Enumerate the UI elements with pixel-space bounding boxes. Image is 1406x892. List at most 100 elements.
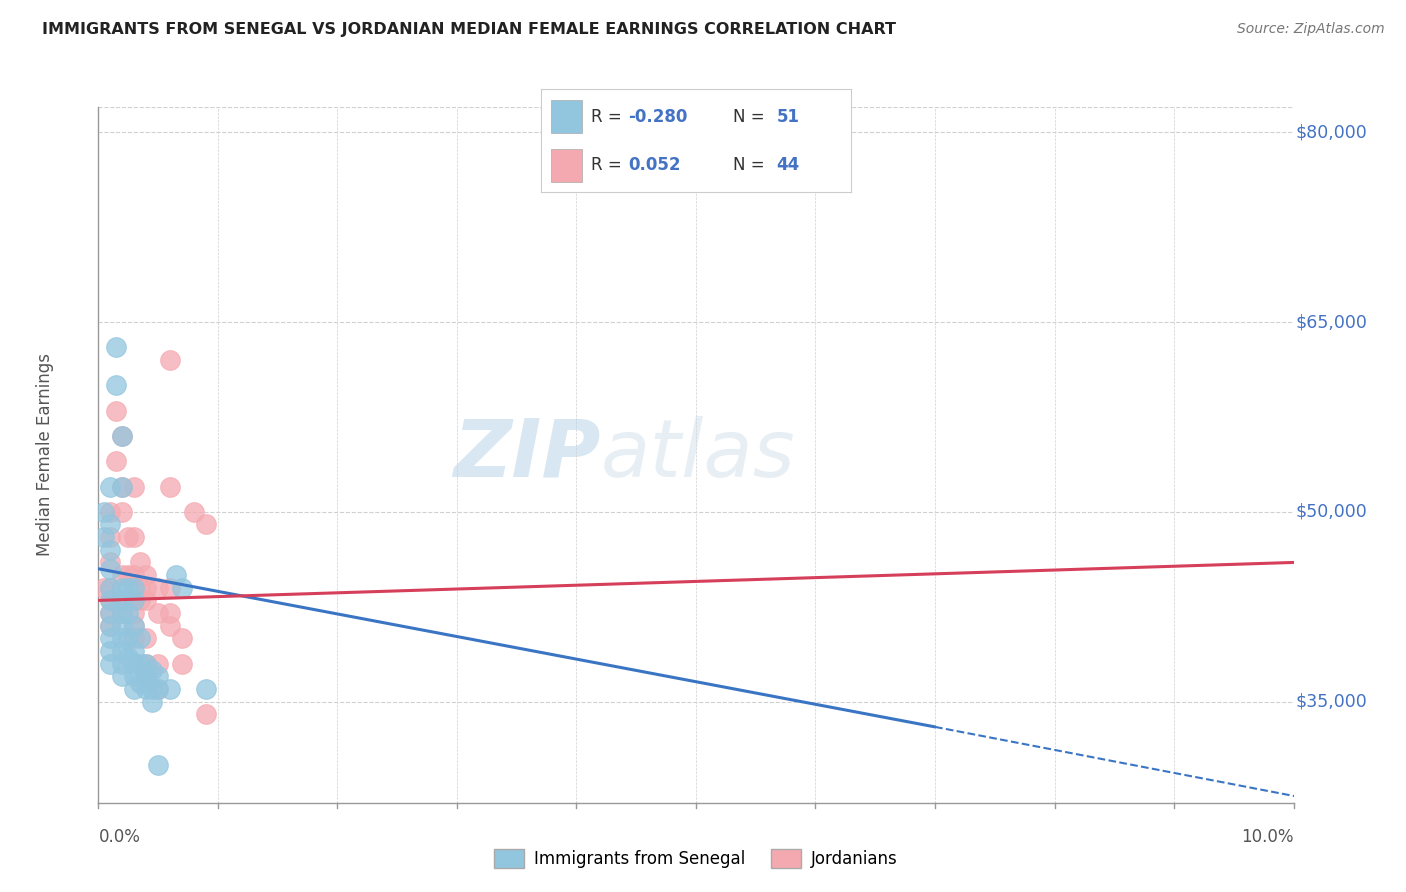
Point bbox=[111, 568, 134, 582]
Point bbox=[98, 618, 122, 632]
Point bbox=[194, 681, 218, 696]
Point bbox=[135, 581, 157, 595]
Point bbox=[98, 505, 122, 519]
Text: 0.0%: 0.0% bbox=[98, 828, 141, 847]
Point bbox=[117, 632, 139, 646]
Point bbox=[172, 657, 194, 671]
Point bbox=[93, 581, 115, 595]
Point bbox=[93, 530, 115, 544]
Point bbox=[117, 650, 139, 665]
Point bbox=[111, 479, 134, 493]
Text: $65,000: $65,000 bbox=[1296, 313, 1368, 331]
Text: Source: ZipAtlas.com: Source: ZipAtlas.com bbox=[1237, 22, 1385, 37]
Point bbox=[111, 593, 134, 607]
Point bbox=[135, 632, 157, 646]
Point bbox=[124, 581, 146, 595]
Point bbox=[105, 378, 128, 392]
Point bbox=[111, 505, 134, 519]
Point bbox=[105, 403, 128, 417]
Point bbox=[124, 568, 146, 582]
Point bbox=[183, 505, 205, 519]
Point bbox=[111, 657, 134, 671]
Text: N =: N = bbox=[733, 108, 770, 126]
Point bbox=[98, 517, 122, 532]
Point bbox=[159, 581, 181, 595]
Text: 44: 44 bbox=[776, 156, 800, 174]
Text: IMMIGRANTS FROM SENEGAL VS JORDANIAN MEDIAN FEMALE EARNINGS CORRELATION CHART: IMMIGRANTS FROM SENEGAL VS JORDANIAN MED… bbox=[42, 22, 896, 37]
Text: R =: R = bbox=[591, 108, 627, 126]
Point bbox=[135, 669, 157, 683]
Point bbox=[129, 593, 152, 607]
Text: R =: R = bbox=[591, 156, 633, 174]
Point bbox=[124, 606, 146, 620]
Point bbox=[111, 644, 134, 658]
Point bbox=[98, 618, 122, 632]
Point bbox=[117, 581, 139, 595]
Point bbox=[111, 593, 134, 607]
Point bbox=[129, 556, 152, 570]
Point bbox=[124, 632, 146, 646]
Point bbox=[124, 681, 146, 696]
Text: 10.0%: 10.0% bbox=[1241, 828, 1294, 847]
Point bbox=[124, 657, 146, 671]
Point bbox=[98, 657, 122, 671]
Point bbox=[117, 530, 139, 544]
Point bbox=[98, 606, 122, 620]
Text: $80,000: $80,000 bbox=[1296, 123, 1368, 141]
Point bbox=[105, 454, 128, 468]
Point bbox=[98, 581, 122, 595]
Point bbox=[111, 429, 134, 443]
Point bbox=[98, 593, 122, 607]
Point bbox=[117, 606, 139, 620]
Point bbox=[98, 644, 122, 658]
Point bbox=[135, 657, 157, 671]
Point bbox=[111, 632, 134, 646]
Point bbox=[124, 593, 146, 607]
Point bbox=[135, 681, 157, 696]
Point bbox=[165, 568, 187, 582]
Point bbox=[98, 479, 122, 493]
Text: 0.052: 0.052 bbox=[628, 156, 681, 174]
Point bbox=[129, 632, 152, 646]
Point bbox=[111, 606, 134, 620]
Point bbox=[129, 675, 152, 690]
Point bbox=[141, 681, 163, 696]
Point bbox=[124, 644, 146, 658]
Point bbox=[98, 593, 122, 607]
Point bbox=[93, 505, 115, 519]
Point bbox=[135, 657, 157, 671]
Bar bbox=[551, 101, 582, 133]
Text: $50,000: $50,000 bbox=[1296, 503, 1368, 521]
Point bbox=[194, 707, 218, 722]
Point bbox=[159, 681, 181, 696]
Point bbox=[135, 593, 157, 607]
Point bbox=[98, 581, 122, 595]
Point bbox=[148, 757, 170, 772]
Point bbox=[159, 353, 181, 368]
Point bbox=[105, 340, 128, 354]
Point bbox=[148, 581, 170, 595]
Point bbox=[148, 681, 170, 696]
Text: $35,000: $35,000 bbox=[1296, 692, 1368, 711]
Point bbox=[117, 568, 139, 582]
Point bbox=[98, 542, 122, 557]
Point bbox=[159, 479, 181, 493]
Point bbox=[111, 618, 134, 632]
Point bbox=[159, 606, 181, 620]
Legend: Immigrants from Senegal, Jordanians: Immigrants from Senegal, Jordanians bbox=[488, 842, 904, 874]
Point bbox=[141, 663, 163, 677]
Text: 51: 51 bbox=[776, 108, 800, 126]
Point bbox=[111, 429, 134, 443]
Text: Median Female Earnings: Median Female Earnings bbox=[35, 353, 53, 557]
Bar bbox=[551, 149, 582, 181]
Point bbox=[129, 581, 152, 595]
Point bbox=[98, 632, 122, 646]
Point bbox=[148, 657, 170, 671]
Point bbox=[124, 593, 146, 607]
Point bbox=[111, 479, 134, 493]
Point bbox=[172, 632, 194, 646]
Point bbox=[148, 669, 170, 683]
Text: -0.280: -0.280 bbox=[628, 108, 688, 126]
Point bbox=[111, 669, 134, 683]
Text: ZIP: ZIP bbox=[453, 416, 600, 494]
